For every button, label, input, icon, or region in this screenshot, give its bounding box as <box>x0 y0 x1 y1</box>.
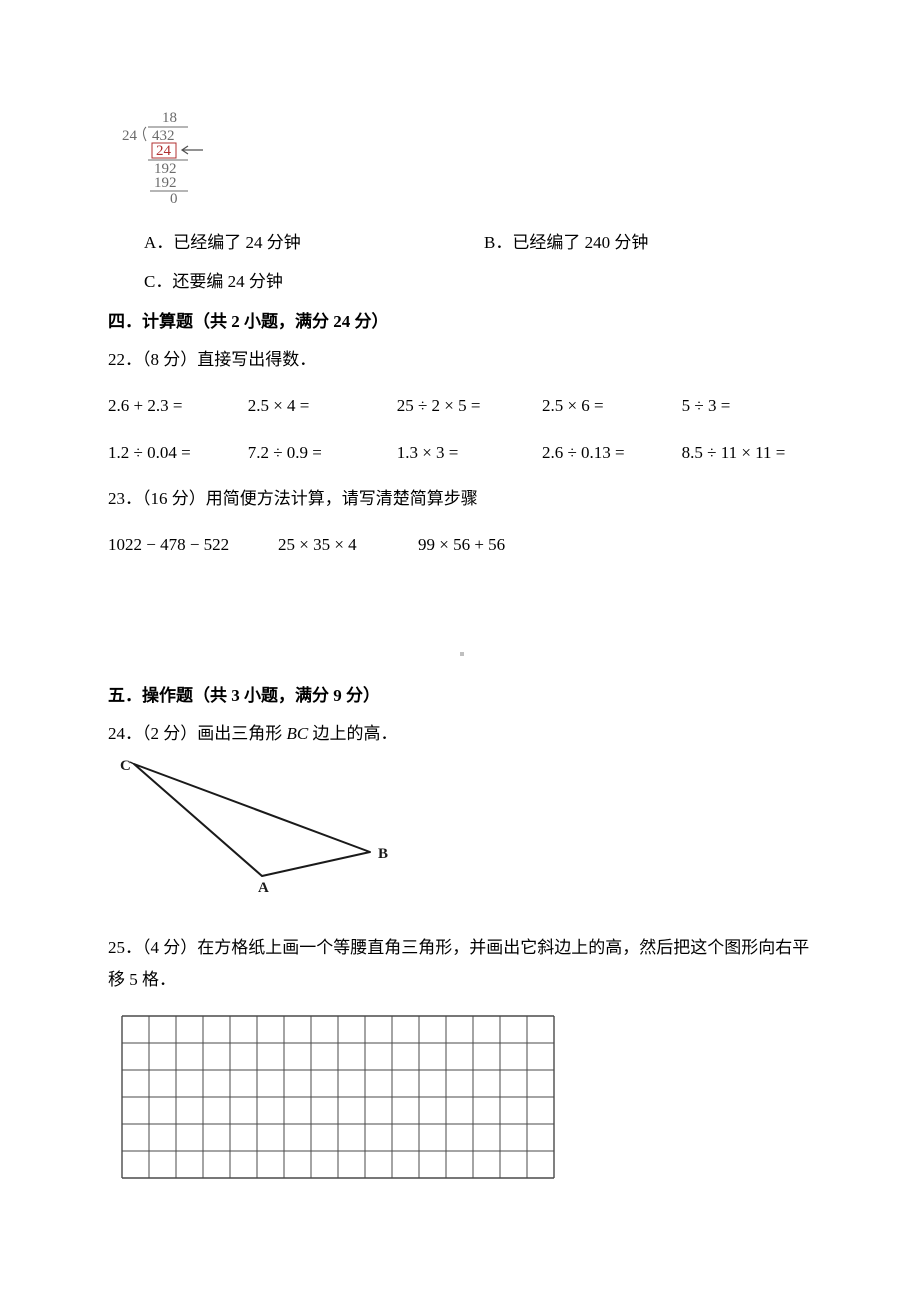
ld-divisor: 24 <box>122 128 138 144</box>
ld-step1: 24 <box>156 143 172 159</box>
q22-row2: 1.2 ÷ 0.04 = 7.2 ÷ 0.9 = 1.3 × 3 = 2.6 ÷… <box>108 437 812 469</box>
q22-r1-c3: 25 ÷ 2 × 5 = <box>397 390 542 422</box>
grid-svg-el <box>120 1014 556 1180</box>
svg-text:C: C <box>120 758 131 774</box>
choice-b-text: 已经编了 240 分钟 <box>512 233 648 252</box>
q24-line: 24．（2 分）画出三角形 BC 边上的高． <box>108 718 812 750</box>
q24-after: 边上的高． <box>308 724 397 743</box>
q22-r1-c1: 2.6 + 2.3 = <box>108 390 248 422</box>
section4-heading: 四．计算题（共 2 小题，满分 24 分） <box>108 306 812 338</box>
q25-prefix: 25．（4 分） <box>108 938 197 957</box>
center-marker-icon <box>460 652 464 656</box>
choice-row-c: C．还要编 24 分钟 <box>144 266 812 298</box>
svg-text:A: A <box>258 880 269 894</box>
long-division-figure: 18 24 432 24 192 192 0 <box>108 110 812 217</box>
q23-items: 1022 − 478 − 522 25 × 35 × 4 99 × 56 + 5… <box>108 529 812 561</box>
ld-quotient: 18 <box>162 110 177 126</box>
q22-r2-c1: 1.2 ÷ 0.04 = <box>108 437 248 469</box>
choice-c-letter: C． <box>144 272 172 291</box>
q22-r2-c4: 2.6 ÷ 0.13 = <box>542 437 682 469</box>
triangle-figure: C B A <box>112 754 812 905</box>
triangle-svg: C B A <box>112 754 402 894</box>
choice-row-ab: A．已经编了 24 分钟 B．已经编了 240 分钟 <box>144 227 812 259</box>
q23-line: 23．（16 分）用简便方法计算，请写清楚简算步骤 <box>108 483 812 515</box>
q23-text: 用简便方法计算，请写清楚简算步骤 <box>206 489 478 508</box>
q22-r2-c2: 7.2 ÷ 0.9 = <box>248 437 397 469</box>
choice-c: C．还要编 24 分钟 <box>144 266 283 298</box>
choice-a-letter: A． <box>144 233 173 252</box>
q23-i1: 1022 − 478 − 522 <box>108 529 278 561</box>
choice-c-text: 还要编 24 分钟 <box>172 272 283 291</box>
ld-dividend: 432 <box>152 128 175 144</box>
choice-b-letter: B． <box>484 233 512 252</box>
q23-i3: 99 × 56 + 56 <box>418 529 578 561</box>
q22-prefix: 22．（8 分） <box>108 350 197 369</box>
q25-text: 在方格纸上画一个等腰直角三角形，并画出它斜边上的高，然后把这个图形向右平移 5 … <box>108 938 809 989</box>
q23-prefix: 23．（16 分） <box>108 489 206 508</box>
q22-r1-c5: 5 ÷ 3 = <box>682 390 812 422</box>
choice-b: B．已经编了 240 分钟 <box>484 227 812 259</box>
q22-line: 22．（8 分）直接写出得数． <box>108 344 812 376</box>
ld-step3: 192 <box>154 175 177 191</box>
q22-row1: 2.6 + 2.3 = 2.5 × 4 = 25 ÷ 2 × 5 = 2.5 ×… <box>108 390 812 422</box>
q23-i2: 25 × 35 × 4 <box>278 529 418 561</box>
section5-heading: 五．操作题（共 3 小题，满分 9 分） <box>108 680 812 712</box>
q24-prefix: 24．（2 分） <box>108 724 197 743</box>
q22-r1-c4: 2.5 × 6 = <box>542 390 682 422</box>
grid-figure <box>120 1014 812 1191</box>
ld-remainder: 0 <box>170 191 178 206</box>
q24-before: 画出三角形 <box>197 724 286 743</box>
svg-text:B: B <box>378 846 388 862</box>
q22-r1-c2: 2.5 × 4 = <box>248 390 397 422</box>
choice-a: A．已经编了 24 分钟 <box>144 227 484 259</box>
choice-a-text: 已经编了 24 分钟 <box>173 233 301 252</box>
q22-text: 直接写出得数． <box>197 350 316 369</box>
q25-line: 25．（4 分）在方格纸上画一个等腰直角三角形，并画出它斜边上的高，然后把这个图… <box>108 932 812 997</box>
q24-italic: BC <box>287 724 309 743</box>
q22-r2-c5: 8.5 ÷ 11 × 11 = <box>682 437 812 469</box>
long-division-svg: 18 24 432 24 192 192 0 <box>108 110 268 206</box>
q22-r2-c3: 1.3 × 3 = <box>397 437 542 469</box>
